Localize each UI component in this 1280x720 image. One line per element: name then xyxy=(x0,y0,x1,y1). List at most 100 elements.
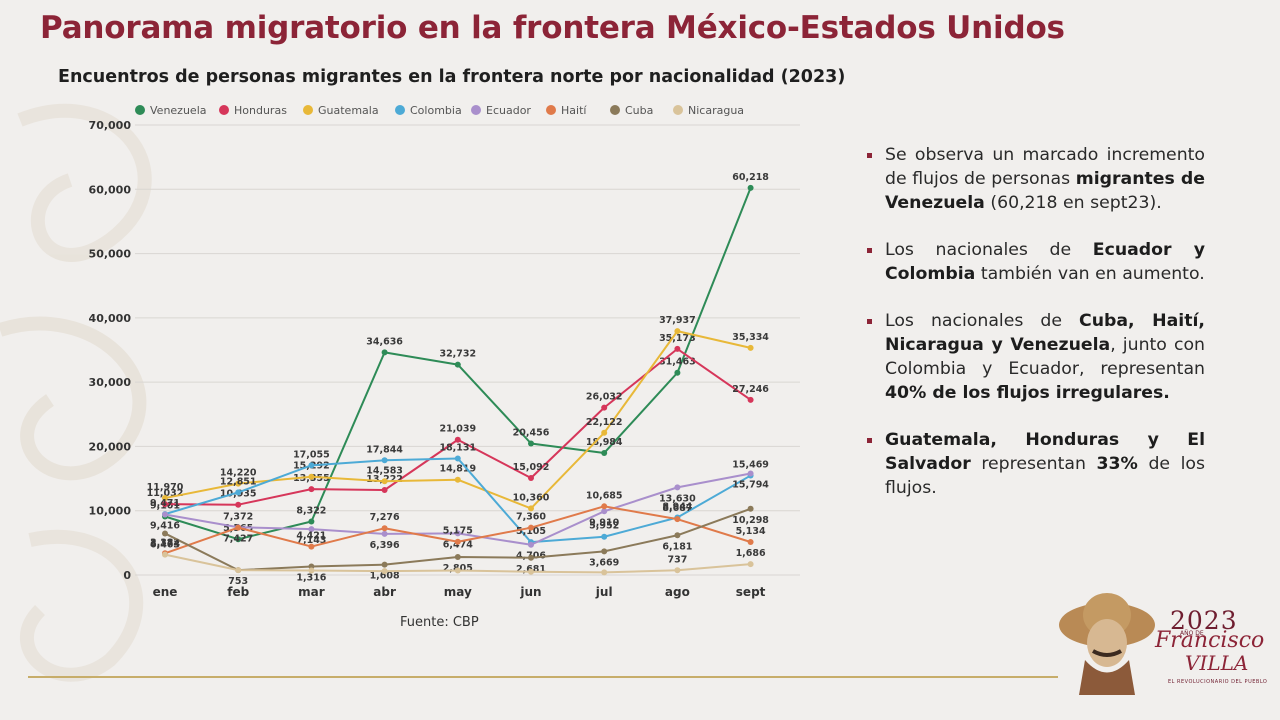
data-point xyxy=(674,484,681,491)
legend-marker xyxy=(610,105,620,115)
data-point xyxy=(381,530,388,537)
data-point xyxy=(381,568,388,575)
data-point xyxy=(674,532,681,539)
data-label: 7,372 xyxy=(223,512,253,523)
footer-divider xyxy=(28,676,1058,678)
data-point xyxy=(528,568,534,575)
data-label: 60,218 xyxy=(732,172,769,183)
y-tick-label: 50,000 xyxy=(89,248,132,261)
x-tick-label: abr xyxy=(373,585,396,599)
data-label: 11,032 xyxy=(147,488,184,499)
data-point xyxy=(381,478,388,485)
data-point xyxy=(528,440,534,447)
y-tick-label: 60,000 xyxy=(89,183,132,196)
y-tick-label: 0 xyxy=(123,569,131,582)
legend-marker xyxy=(135,105,145,115)
data-label: 5,175 xyxy=(443,526,473,537)
bullet-text: Cuba, Haití, Nicaragua y Venezuela xyxy=(885,311,1205,355)
y-tick-label: 10,000 xyxy=(89,505,132,518)
data-point xyxy=(162,530,168,537)
data-point xyxy=(454,553,461,560)
bullet-text: 40% de los flujos irregulares. xyxy=(885,383,1170,403)
data-label: 10,298 xyxy=(732,515,769,526)
data-label: 11,970 xyxy=(147,482,184,493)
data-label: 22,122 xyxy=(586,417,623,428)
data-label: 9,910 xyxy=(589,517,619,528)
legend-marker xyxy=(471,105,481,115)
data-label: 1,686 xyxy=(736,548,766,559)
bullet-text: representan xyxy=(970,454,1097,474)
bullet-ecuador-colombia: Los nacionales de Ecuador y Colombia tam… xyxy=(864,238,1205,286)
source-note: Fuente: CBP xyxy=(400,615,479,630)
data-label: 8,944 xyxy=(662,502,692,513)
data-label: 5,105 xyxy=(516,526,546,537)
background-pattern xyxy=(0,103,152,682)
data-point xyxy=(601,449,608,456)
data-label: 10,685 xyxy=(586,490,623,501)
data-label: 7,360 xyxy=(516,512,546,523)
data-label: 14,583 xyxy=(366,465,403,476)
data-label: 34,636 xyxy=(366,336,403,347)
data-label: 5,952 xyxy=(589,521,619,532)
data-point xyxy=(308,526,315,533)
data-point xyxy=(528,505,534,512)
bullet-text: migrantes de Venezuela xyxy=(885,169,1205,213)
y-tick-label: 30,000 xyxy=(89,376,132,389)
data-point xyxy=(601,569,608,576)
bullet-text: , junto con Colombia y Ecuador, represen… xyxy=(885,335,1206,379)
x-tick-label: sept xyxy=(736,585,766,599)
data-point xyxy=(674,567,681,574)
data-label: 7,276 xyxy=(370,512,400,523)
data-point xyxy=(308,462,315,469)
legend-marker xyxy=(546,105,556,115)
data-label: 20,456 xyxy=(513,427,550,438)
data-label: 7,143 xyxy=(296,535,326,546)
legend-label: Honduras xyxy=(234,104,287,117)
legend-label: Cuba xyxy=(625,104,653,117)
x-tick-label: ago xyxy=(665,585,690,599)
data-point xyxy=(454,436,461,443)
data-label: 31,463 xyxy=(659,357,696,368)
data-point xyxy=(747,470,754,477)
data-point xyxy=(747,396,754,403)
data-point xyxy=(308,486,315,493)
legend-marker xyxy=(673,105,683,115)
data-point xyxy=(528,474,534,481)
chart-title: Encuentros de personas migrantes en la f… xyxy=(58,67,846,87)
x-tick-label: may xyxy=(444,585,472,599)
logo-ano: AÑO DE xyxy=(1180,630,1204,637)
data-label: 8,322 xyxy=(296,506,326,517)
data-point xyxy=(528,554,534,561)
data-point xyxy=(308,518,315,525)
y-tick-label: 20,000 xyxy=(89,440,132,453)
bullet-text: de los flujos. xyxy=(885,454,1205,498)
data-point xyxy=(308,567,315,574)
data-label: 17,844 xyxy=(366,444,403,455)
data-label: 12,851 xyxy=(220,476,257,487)
data-point xyxy=(601,508,608,515)
bullet-centroamerica: Guatemala, Honduras y El Salvador repres… xyxy=(864,428,1205,500)
data-label: 35,173 xyxy=(659,333,696,344)
data-label: 9,416 xyxy=(150,520,180,531)
data-label: 10,360 xyxy=(513,492,550,503)
data-label: 3,382 xyxy=(150,537,180,548)
data-point xyxy=(381,457,388,464)
data-point xyxy=(601,429,608,436)
data-point xyxy=(454,530,461,537)
data-point xyxy=(454,455,461,462)
data-point xyxy=(162,511,168,518)
legend-label: Ecuador xyxy=(486,104,531,117)
data-point xyxy=(747,561,754,568)
data-point xyxy=(381,561,388,568)
data-label: 1,608 xyxy=(370,571,400,582)
data-label: 15,092 xyxy=(513,462,550,473)
logo-year: 2023 xyxy=(1170,606,1238,635)
data-point xyxy=(528,524,534,531)
data-point xyxy=(528,541,534,548)
data-point xyxy=(162,495,168,502)
legend-marker xyxy=(303,105,313,115)
legend-marker xyxy=(395,105,405,115)
data-label: 18,984 xyxy=(586,437,623,448)
y-tick-label: 40,000 xyxy=(89,312,132,325)
bullet-text: Ecuador y Colombia xyxy=(885,240,1205,284)
